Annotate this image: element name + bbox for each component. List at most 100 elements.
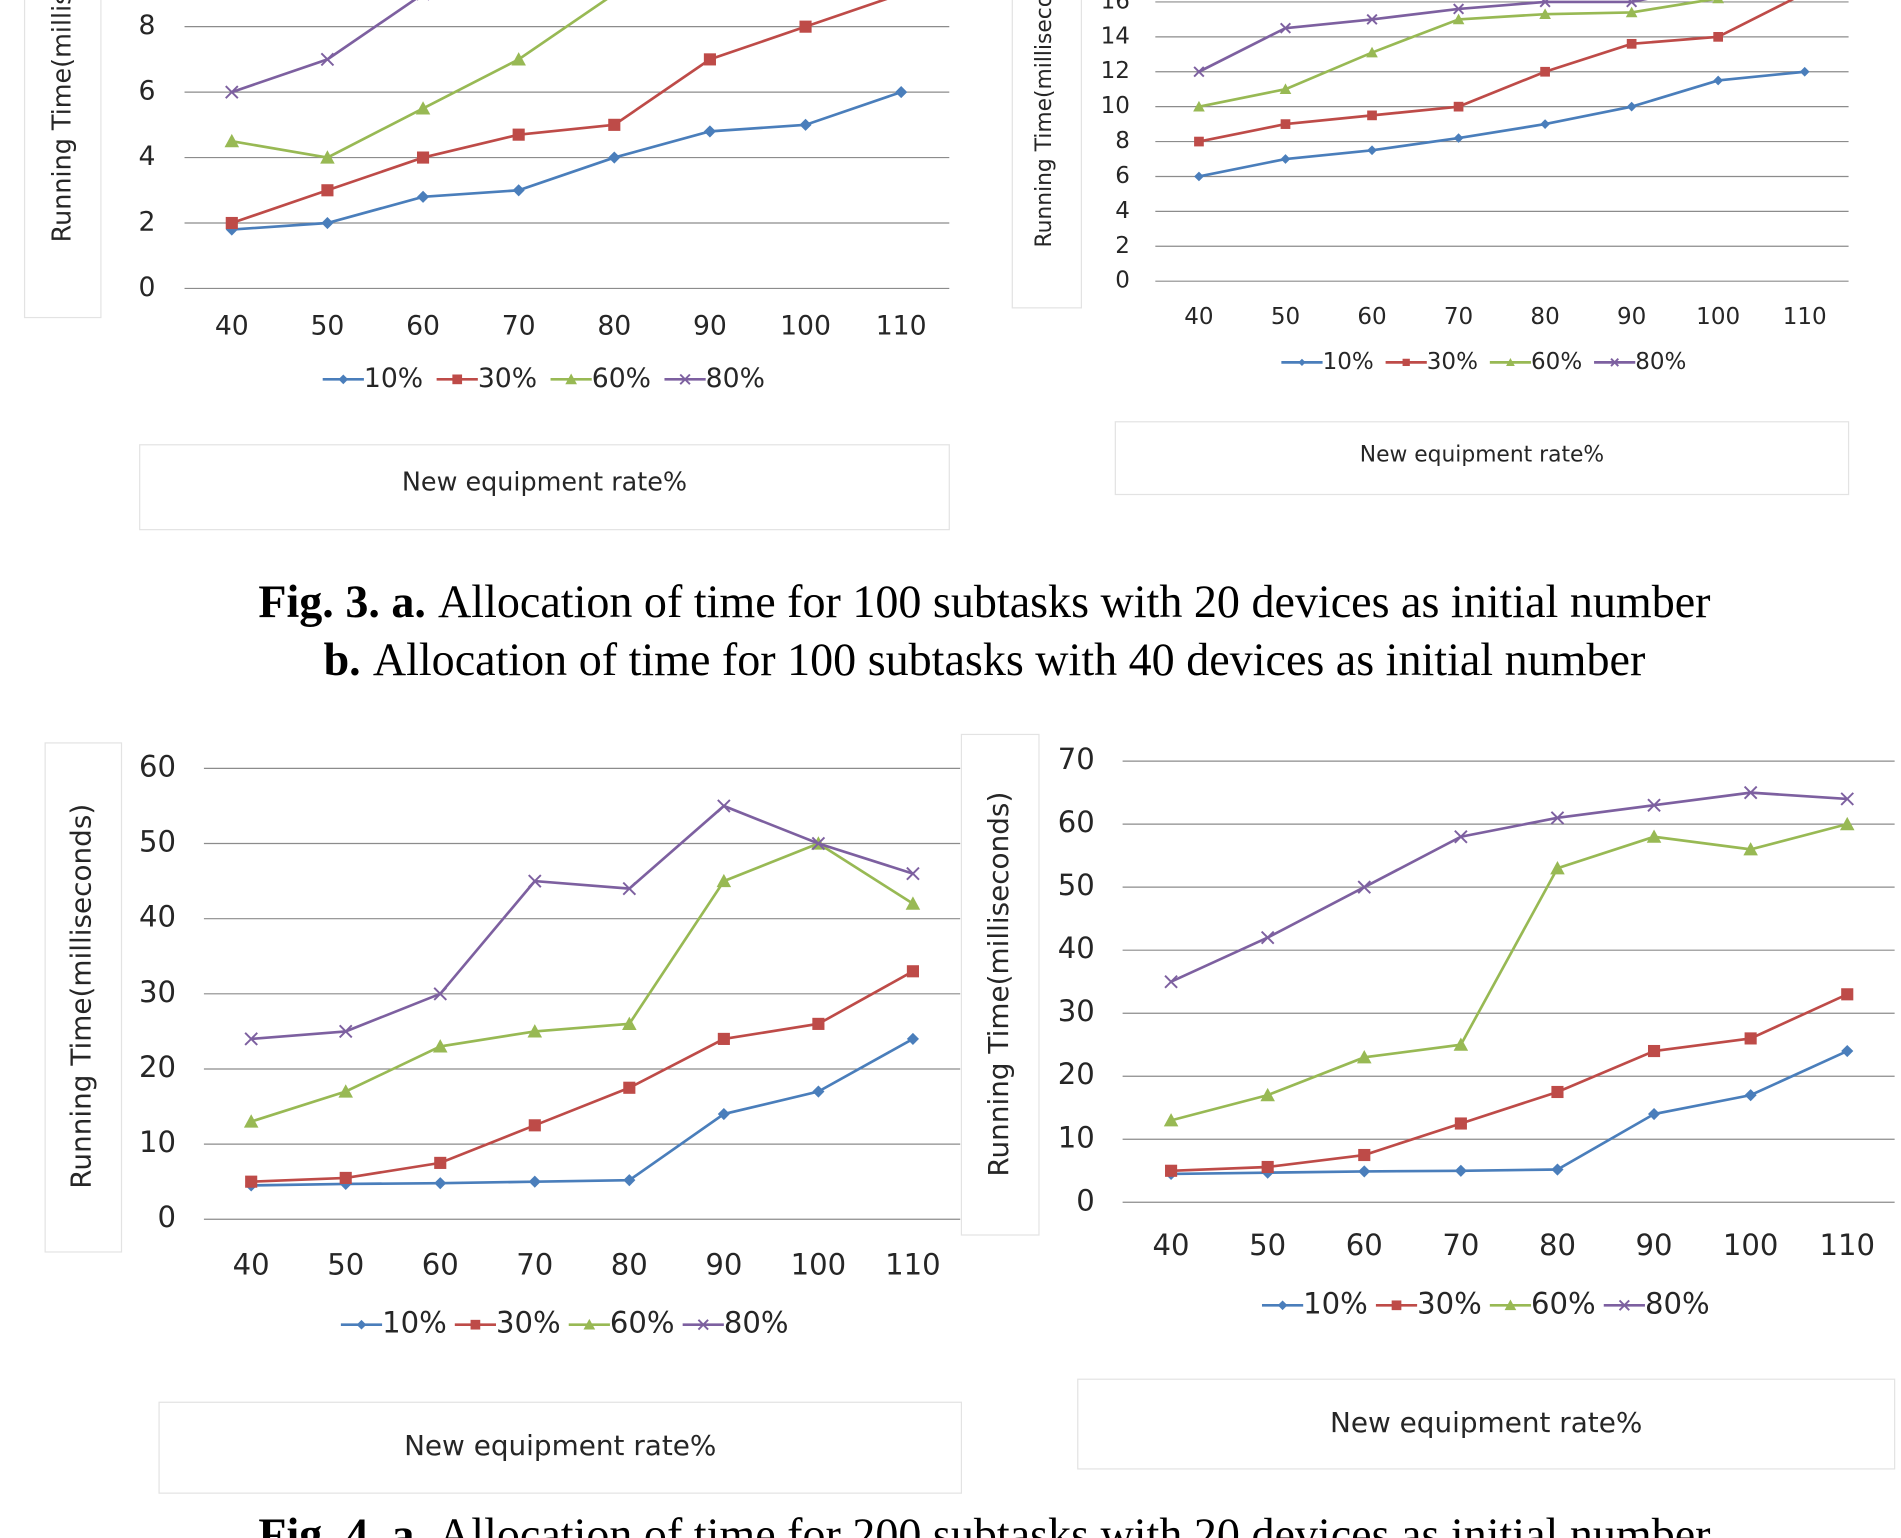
legend-label: 80% (1635, 349, 1686, 375)
legend-label: 30% (1417, 1286, 1482, 1320)
marker (1261, 1160, 1274, 1174)
marker-stroke (320, 52, 335, 67)
marker (1551, 1163, 1564, 1176)
marker-stroke (1610, 358, 1619, 367)
x-tick-label: 100 (780, 311, 831, 342)
marker (622, 1016, 637, 1030)
marker (356, 1319, 367, 1330)
marker-stroke (1164, 974, 1178, 989)
caption: Fig. 4. a. Allocation of time for 200 sub… (258, 1509, 1710, 1538)
marker (1367, 110, 1377, 121)
marker (1839, 816, 1855, 831)
y-tick-label: 20 (139, 1050, 176, 1084)
x-tick-label: 90 (693, 311, 727, 342)
x-tick-label: 110 (876, 311, 927, 342)
x-tick-label: 60 (422, 1248, 459, 1282)
marker (1453, 3, 1465, 15)
caption-text: Allocation of time for 100 subtasks with… (438, 576, 1710, 627)
y-tick-label: 0 (158, 1200, 177, 1234)
marker (527, 1024, 543, 1038)
x-title-box (139, 444, 950, 531)
x-title-box (158, 1401, 963, 1494)
marker-stroke (1357, 880, 1372, 894)
marker (1625, 6, 1638, 18)
series-line (1170, 822, 1848, 1122)
marker (1618, 1299, 1630, 1311)
marker-stroke (622, 881, 637, 896)
series-line (251, 1037, 914, 1187)
marker (1358, 1148, 1371, 1162)
series-line (231, 0, 417, 94)
y-tick-label: 10 (1101, 93, 1130, 119)
marker (1540, 119, 1550, 129)
y-title-box (960, 733, 1040, 1236)
marker (1550, 860, 1565, 875)
legend-label: 10% (1323, 349, 1374, 375)
marker (338, 1024, 353, 1039)
marker (697, 1319, 709, 1331)
marker-stroke (697, 1319, 709, 1331)
marker (623, 1174, 636, 1187)
x-axis-title: New equipment rate% (1360, 443, 1604, 468)
marker (1841, 988, 1854, 1001)
marker (1712, 0, 1724, 4)
marker (1277, 1300, 1288, 1311)
marker (1193, 100, 1205, 112)
x-tick-label: 60 (406, 311, 440, 342)
marker-stroke (1193, 66, 1205, 78)
marker-stroke (1279, 22, 1292, 34)
y-axis-title: Running Time(milliseconds) (982, 792, 1015, 1177)
marker-stroke (811, 836, 826, 851)
marker (1626, 38, 1637, 49)
x-tick-label: 50 (327, 1248, 364, 1282)
series-line (251, 970, 914, 1184)
x-tick-label: 40 (215, 311, 249, 342)
series-line (251, 804, 914, 1041)
x-tick-label: 90 (705, 1248, 742, 1282)
marker (1743, 842, 1758, 856)
legend-label: 80% (706, 363, 765, 394)
series-line (1198, 70, 1805, 178)
marker-stroke (1260, 930, 1275, 945)
marker (716, 873, 732, 888)
marker (1840, 792, 1854, 806)
legend-label: 80% (1645, 1286, 1710, 1320)
marker (679, 373, 691, 385)
x-tick-label: 60 (1346, 1228, 1383, 1262)
marker (434, 1156, 447, 1169)
marker (1164, 974, 1178, 989)
y-tick-label: 8 (138, 10, 155, 41)
marker (906, 866, 920, 881)
y-tick-label: 40 (139, 900, 176, 934)
marker (1260, 1087, 1275, 1102)
series-line (1198, 0, 1795, 143)
marker (432, 1039, 448, 1053)
y-tick-label: 4 (138, 141, 155, 172)
x-tick-label: 60 (1357, 304, 1386, 330)
y-tick-label: 4 (1115, 198, 1130, 224)
x-axis-title: New equipment rate% (1330, 1406, 1642, 1439)
x-tick-label: 100 (1696, 304, 1740, 330)
caption-label: Fig. 4. a. (258, 1509, 426, 1538)
y-tick-label: 30 (1058, 994, 1095, 1028)
marker (622, 881, 637, 896)
series-line (231, 0, 888, 225)
marker (245, 1175, 258, 1188)
series-line (231, 90, 902, 231)
marker (321, 216, 334, 230)
x-tick-label: 80 (597, 311, 631, 342)
series-line (1198, 0, 1717, 108)
y-title-box (23, 0, 102, 319)
x-tick-label: 40 (1184, 304, 1213, 330)
y-tick-label: 0 (1115, 268, 1130, 294)
marker (1550, 811, 1565, 825)
marker (512, 128, 525, 141)
marker (1366, 13, 1378, 25)
series-line (1198, 0, 1648, 73)
marker-stroke (906, 866, 920, 881)
y-tick-label: 20 (1058, 1057, 1095, 1091)
marker (1402, 358, 1410, 367)
marker (811, 836, 826, 851)
marker (905, 896, 921, 910)
